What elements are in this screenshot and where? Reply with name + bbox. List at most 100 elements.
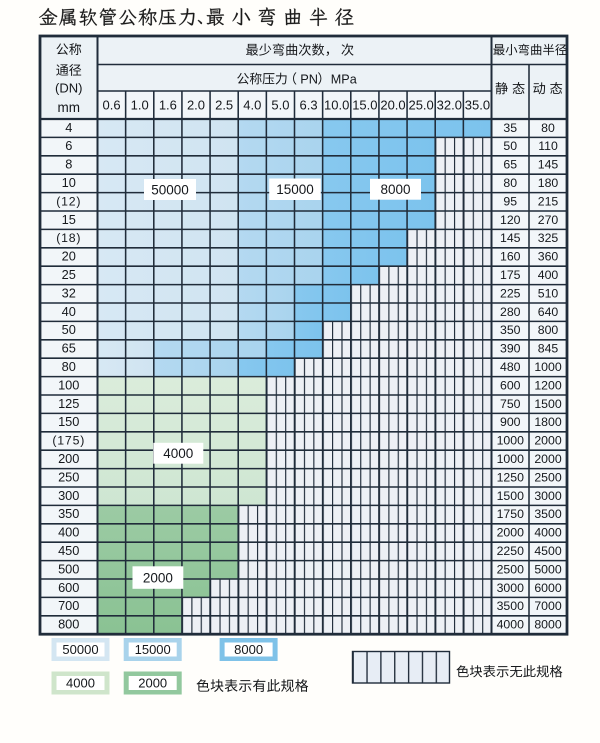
- svg-text:(18): (18): [56, 231, 81, 245]
- svg-text:280: 280: [500, 305, 521, 319]
- svg-text:8: 8: [65, 157, 72, 172]
- svg-text:1750: 1750: [497, 507, 525, 521]
- svg-text:65: 65: [503, 158, 517, 172]
- svg-text:95: 95: [503, 194, 517, 208]
- svg-text:2.5: 2.5: [215, 98, 233, 113]
- svg-text:15.0: 15.0: [352, 98, 377, 113]
- svg-text:50: 50: [503, 139, 517, 153]
- svg-text:1000: 1000: [534, 360, 562, 374]
- svg-text:500: 500: [58, 561, 79, 576]
- svg-text:145: 145: [500, 231, 521, 245]
- svg-text:20: 20: [62, 249, 76, 264]
- svg-text:125: 125: [58, 396, 79, 411]
- svg-text:510: 510: [538, 286, 559, 300]
- svg-text:450: 450: [58, 543, 79, 558]
- svg-text:2000: 2000: [138, 676, 167, 691]
- svg-text:(DN): (DN): [55, 81, 82, 96]
- svg-text:640: 640: [538, 305, 559, 319]
- svg-text:5000: 5000: [534, 562, 562, 576]
- svg-text:4000: 4000: [66, 676, 95, 691]
- svg-text:3000: 3000: [534, 489, 562, 503]
- svg-text:50000: 50000: [62, 642, 98, 657]
- svg-text:35: 35: [503, 121, 517, 135]
- svg-text:2000: 2000: [534, 434, 562, 448]
- svg-text:2000: 2000: [534, 452, 562, 466]
- svg-text:5.0: 5.0: [271, 98, 289, 113]
- svg-text:1500: 1500: [534, 397, 562, 411]
- svg-text:2500: 2500: [497, 562, 525, 576]
- svg-text:4000: 4000: [497, 618, 525, 632]
- svg-text:845: 845: [538, 342, 559, 356]
- svg-text:600: 600: [58, 580, 79, 595]
- svg-text:1.6: 1.6: [159, 98, 177, 113]
- svg-text:35.0: 35.0: [465, 98, 490, 113]
- svg-text:4500: 4500: [534, 544, 562, 558]
- svg-text:0.6: 0.6: [103, 98, 121, 113]
- svg-text:8000: 8000: [380, 182, 410, 197]
- svg-text:175: 175: [500, 268, 521, 282]
- svg-text:80: 80: [503, 176, 517, 190]
- svg-text:40: 40: [62, 304, 76, 319]
- svg-text:110: 110: [538, 139, 558, 153]
- svg-text:2.0: 2.0: [187, 98, 205, 113]
- svg-text:180: 180: [538, 176, 559, 190]
- svg-text:400: 400: [58, 525, 79, 540]
- svg-text:(12): (12): [56, 194, 81, 208]
- svg-text:750: 750: [500, 397, 521, 411]
- svg-text:8000: 8000: [234, 642, 263, 657]
- svg-text:PN: PN: [300, 71, 318, 86]
- svg-text:2250: 2250: [497, 544, 525, 558]
- svg-text:3500: 3500: [534, 507, 562, 521]
- svg-text:225: 225: [500, 286, 521, 300]
- svg-text:1800: 1800: [534, 415, 562, 429]
- svg-text:80: 80: [62, 359, 76, 374]
- svg-text:700: 700: [58, 598, 79, 613]
- svg-text:6.3: 6.3: [300, 98, 318, 113]
- svg-text:2000: 2000: [143, 570, 173, 585]
- svg-text:325: 325: [538, 231, 559, 245]
- svg-text:32.0: 32.0: [437, 98, 462, 113]
- svg-text:145: 145: [538, 158, 559, 172]
- svg-text:4.0: 4.0: [243, 98, 261, 113]
- svg-text:65: 65: [62, 341, 76, 356]
- svg-text:2500: 2500: [534, 470, 562, 484]
- svg-text:6000: 6000: [534, 581, 562, 595]
- svg-text:MPa: MPa: [331, 72, 357, 86]
- svg-text:15000: 15000: [276, 182, 314, 197]
- svg-text:25.0: 25.0: [408, 98, 433, 113]
- svg-text:480: 480: [500, 360, 521, 374]
- svg-text:15: 15: [62, 212, 76, 227]
- svg-text:50000: 50000: [151, 182, 189, 197]
- svg-text:270: 270: [538, 213, 559, 227]
- svg-text:1200: 1200: [534, 378, 562, 392]
- svg-text:10.0: 10.0: [324, 98, 349, 113]
- svg-text:160: 160: [500, 250, 521, 264]
- svg-text:360: 360: [538, 250, 559, 264]
- svg-text:2000: 2000: [497, 526, 525, 540]
- svg-text:7000: 7000: [534, 599, 562, 613]
- svg-text:20.0: 20.0: [380, 98, 405, 113]
- svg-text:mm: mm: [58, 100, 81, 115]
- svg-text:800: 800: [58, 617, 79, 632]
- svg-text:4000: 4000: [534, 526, 562, 540]
- svg-text:4000: 4000: [163, 446, 193, 461]
- svg-text:800: 800: [538, 323, 559, 337]
- svg-text:80: 80: [541, 121, 555, 135]
- svg-text:32: 32: [62, 285, 76, 300]
- svg-text:(175): (175): [52, 434, 85, 448]
- svg-text:150: 150: [58, 414, 79, 429]
- svg-text:50: 50: [62, 322, 76, 337]
- svg-text:3500: 3500: [497, 599, 525, 613]
- svg-text:15000: 15000: [135, 642, 171, 657]
- svg-text:8000: 8000: [534, 618, 562, 632]
- svg-text:600: 600: [500, 378, 521, 392]
- svg-text:3000: 3000: [497, 581, 525, 595]
- svg-text:100: 100: [58, 377, 79, 392]
- svg-text:215: 215: [538, 194, 559, 208]
- svg-text:1250: 1250: [497, 470, 525, 484]
- svg-text:390: 390: [500, 342, 521, 356]
- svg-text:250: 250: [58, 469, 79, 484]
- svg-text:350: 350: [500, 323, 521, 337]
- svg-text:10: 10: [62, 175, 76, 190]
- svg-text:4: 4: [65, 120, 72, 135]
